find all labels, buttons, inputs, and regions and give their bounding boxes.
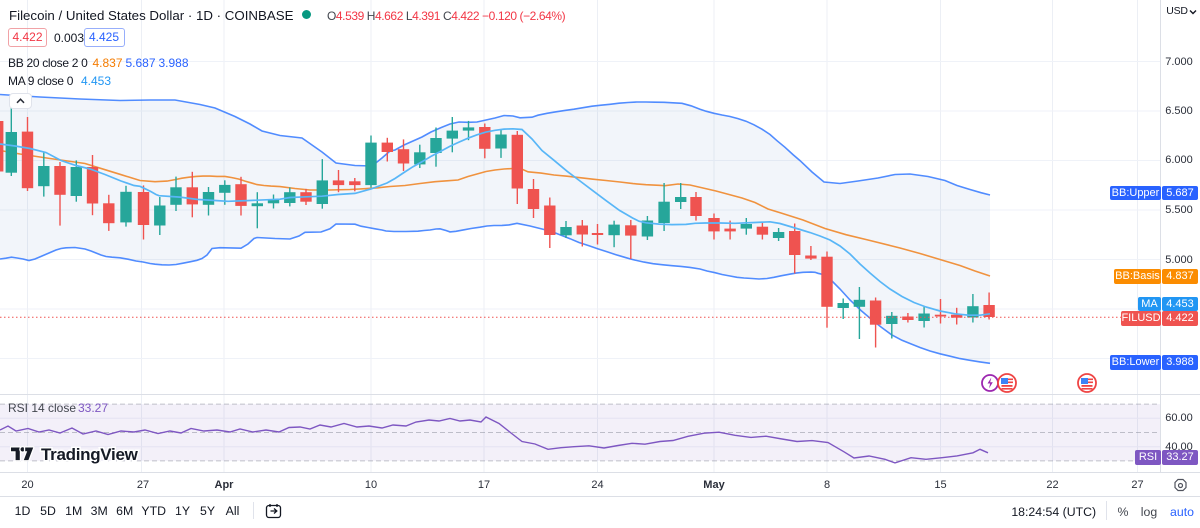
svg-text:TradingView: TradingView	[41, 445, 139, 464]
